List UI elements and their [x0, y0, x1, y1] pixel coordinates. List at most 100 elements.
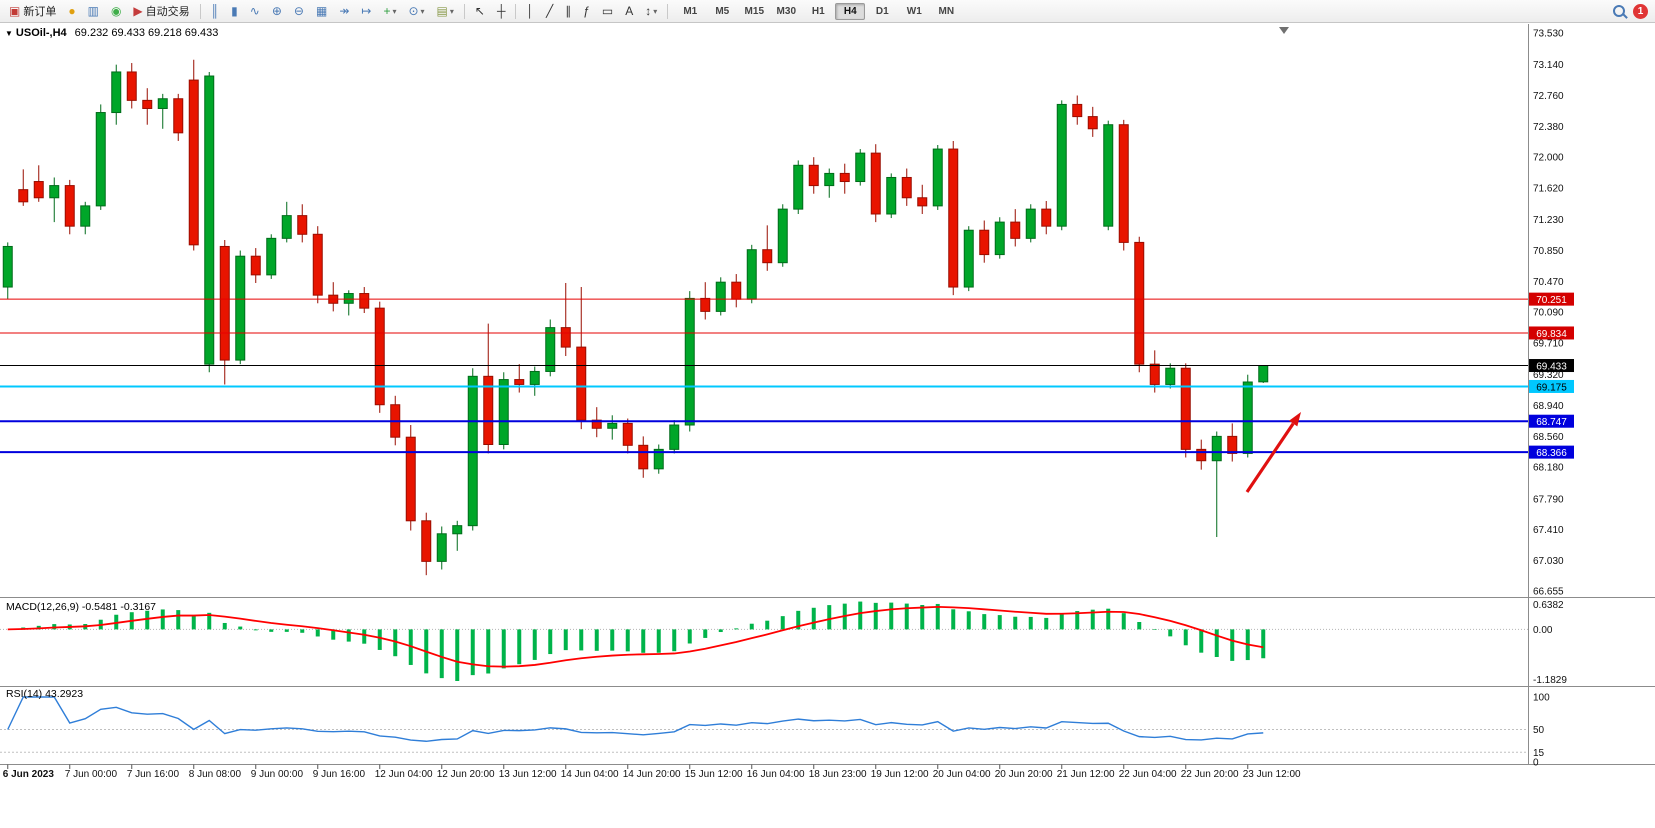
rsi-axis: 100 50 150: [1533, 693, 1550, 769]
crosshair-icon-glyph: ┼: [496, 4, 506, 18]
text-label-icon[interactable]: A: [620, 1, 638, 22]
svg-text:23 Jun 12:00: 23 Jun 12:00: [1243, 769, 1301, 780]
indicators-icon: +: [383, 4, 391, 18]
svg-text:7 Jun 16:00: 7 Jun 16:00: [127, 769, 180, 780]
funds-icon-glyph: ●: [68, 4, 76, 18]
fibonacci-icon[interactable]: ƒ: [578, 1, 595, 22]
macd-histogram: [21, 601, 1266, 681]
auto-trading-button-label: 自动交易: [145, 6, 190, 18]
collapse-icon[interactable]: ▼: [5, 29, 13, 38]
templates-button[interactable]: ▤ ▾: [432, 1, 459, 22]
candlestick-mode-icon-glyph: ▮: [231, 4, 238, 18]
auto-scroll-icon[interactable]: ↠: [334, 1, 354, 22]
svg-text:15: 15: [1533, 748, 1545, 759]
svg-text:72.760: 72.760: [1533, 91, 1564, 102]
zoom-in-icon-glyph: ⊕: [271, 4, 282, 18]
price-badge-68.747: 68.747: [1529, 414, 1574, 428]
chart-shift-icon[interactable]: ↦: [356, 1, 376, 22]
fibonacci-icon-glyph: ƒ: [583, 4, 590, 18]
new-order-button[interactable]: ▣ 新订单: [4, 1, 61, 22]
symbol-timeframe-label: USOil-,H4: [15, 27, 67, 39]
svg-text:71.620: 71.620: [1533, 184, 1564, 195]
buy-signal-arrow[interactable]: [1245, 412, 1301, 493]
toolbar-separator: [667, 3, 669, 19]
timeframe-button-M15[interactable]: M15: [744, 5, 764, 17]
candles: [2, 59, 1269, 576]
svg-text:68.560: 68.560: [1533, 432, 1564, 443]
svg-text:12 Jun 04:00: 12 Jun 04:00: [375, 769, 433, 780]
shapes-icon[interactable]: ▭: [597, 1, 618, 22]
arrows-tool-button[interactable]: ↕ ▾: [640, 1, 662, 22]
svg-text:15 Jun 12:00: 15 Jun 12:00: [685, 769, 743, 780]
timeframe-button-M1[interactable]: M1: [683, 5, 698, 17]
svg-text:70.850: 70.850: [1533, 246, 1564, 257]
dropdown-arrow-icon: ▾: [653, 6, 658, 16]
community-icon[interactable]: ◉: [106, 1, 126, 22]
main-toolbar: ▣ 新订单 ● ▥ ◉ ▶ 自动交易 ║ ▮ ∿ ⊕ ⊖ ▦ ↠ ↦ + ▾ ⊙ ▾ ▤ ▾ ↖ ┼ │ ╱ ∥ ƒ ▭ A ↕ ▾ M1 M5…: [0, 0, 1655, 23]
indicators-button[interactable]: + ▾: [378, 1, 401, 22]
svg-text:13 Jun 12:00: 13 Jun 12:00: [499, 769, 557, 780]
line-chart-mode-icon-glyph: ∿: [249, 4, 260, 18]
price-axis: 73.530 73.140 72.760 72.380 72.000 71.620 71.2…: [1533, 29, 1564, 598]
svg-text:21 Jun 12:00: 21 Jun 12:00: [1057, 769, 1115, 780]
timeframe-button-H4[interactable]: H4: [835, 2, 866, 20]
svg-text:68.366: 68.366: [1536, 448, 1567, 459]
timeframe-button-M30[interactable]: M30: [776, 5, 796, 17]
svg-text:73.140: 73.140: [1533, 60, 1564, 71]
timeframe-button-M5[interactable]: M5: [715, 5, 730, 17]
notification-badge[interactable]: 1: [1633, 3, 1648, 19]
price-badge-69.433: 69.433: [1529, 359, 1574, 372]
svg-text:-1.1829: -1.1829: [1533, 675, 1567, 686]
search-icon[interactable]: [1613, 5, 1625, 17]
svg-text:19 Jun 12:00: 19 Jun 12:00: [871, 769, 929, 780]
svg-text:8 Jun 08:00: 8 Jun 08:00: [189, 769, 242, 780]
tile-windows-icon-glyph: ▦: [315, 4, 328, 18]
price-badge-68.366: 68.366: [1529, 445, 1574, 459]
rsi-label: RSI(14) 43.2923: [6, 688, 84, 700]
new-order-icon: ▣: [9, 4, 21, 18]
bar-chart-mode-icon[interactable]: ║: [206, 1, 225, 22]
dropdown-arrow-icon: ▾: [449, 6, 454, 16]
auto-trading-button[interactable]: ▶ 自动交易: [128, 1, 194, 22]
timeframe-button-D1[interactable]: D1: [875, 5, 889, 17]
chart-shift-marker-icon[interactable]: [1279, 27, 1289, 34]
timeframe-button-MN[interactable]: MN: [938, 5, 955, 17]
tile-windows-icon[interactable]: ▦: [311, 1, 332, 22]
text-label-icon-glyph: A: [625, 4, 634, 18]
candlestick-mode-icon[interactable]: ▮: [226, 1, 243, 22]
channel-icon[interactable]: ∥: [560, 1, 576, 22]
zoom-out-icon[interactable]: ⊖: [289, 1, 309, 22]
funds-icon[interactable]: ●: [63, 1, 80, 22]
cursor-icon[interactable]: ↖: [470, 1, 490, 22]
zoom-in-icon[interactable]: ⊕: [267, 1, 287, 22]
trendline-icon-glyph: ╱: [545, 4, 554, 18]
shapes-icon-glyph: ▭: [601, 4, 614, 18]
svg-text:68.747: 68.747: [1536, 417, 1567, 428]
timeframe-button-H1[interactable]: H1: [811, 5, 825, 17]
toolbar-separator: [463, 3, 465, 19]
svg-text:71.230: 71.230: [1533, 215, 1564, 226]
vertical-line-icon[interactable]: │: [521, 1, 539, 22]
rsi-line: [7, 696, 1264, 742]
community-icon-glyph: ◉: [110, 4, 122, 18]
trendline-icon[interactable]: ╱: [541, 1, 558, 22]
svg-text:70.090: 70.090: [1533, 308, 1564, 319]
new-order-button-label: 新订单: [23, 6, 57, 18]
line-chart-mode-icon[interactable]: ∿: [245, 1, 265, 22]
reports-icon[interactable]: ▥: [83, 1, 104, 22]
auto-scroll-icon-glyph: ↠: [339, 4, 350, 18]
svg-text:67.790: 67.790: [1533, 494, 1564, 505]
svg-text:68.180: 68.180: [1533, 463, 1564, 474]
svg-text:69.710: 69.710: [1533, 339, 1564, 350]
macd-signal-line: [7, 605, 1264, 668]
svg-text:66.655: 66.655: [1533, 587, 1564, 598]
periods-button[interactable]: ⊙ ▾: [403, 1, 429, 22]
crosshair-icon[interactable]: ┼: [492, 1, 511, 22]
timeframe-button-W1[interactable]: W1: [906, 5, 922, 17]
macd-label: MACD(12,26,9) -0.5481 -0.3167: [6, 601, 156, 613]
svg-text:67.030: 67.030: [1533, 556, 1564, 567]
time-axis: 6 Jun 2023 7 Jun 00:00 7 Jun 16:00 8 Jun 08…: [3, 764, 1301, 780]
svg-text:6 Jun 2023: 6 Jun 2023: [3, 769, 55, 780]
